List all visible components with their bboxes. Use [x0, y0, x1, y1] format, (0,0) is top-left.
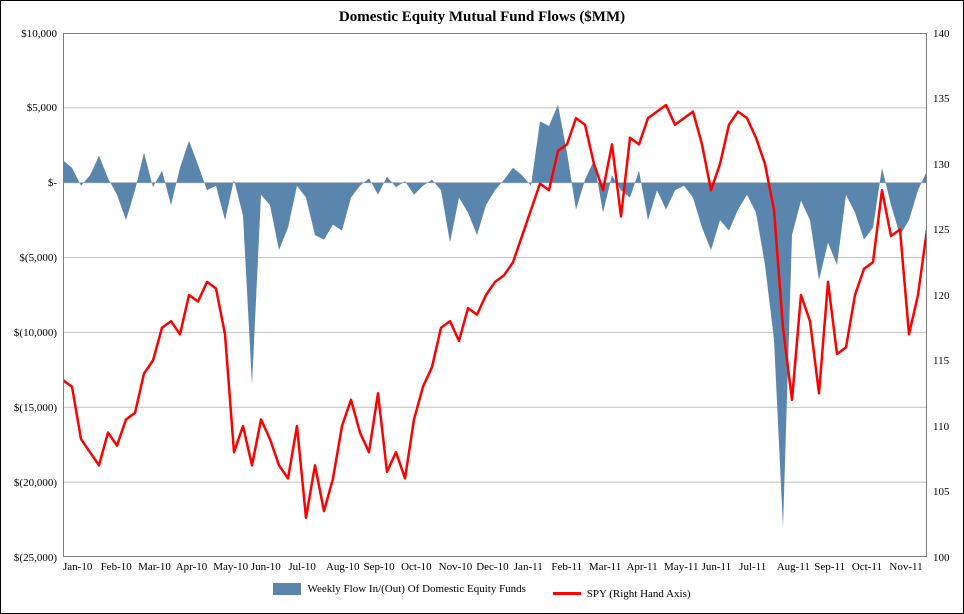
- x-tick-label: Sep-10: [364, 561, 395, 573]
- x-tick-label: Nov-11: [889, 561, 922, 573]
- y-left-tick-label: $(25,000): [0, 552, 57, 564]
- y-right-tick-label: 100: [933, 552, 950, 564]
- x-tick-label: Apr-11: [626, 561, 657, 573]
- x-tick-label: Feb-11: [551, 561, 582, 573]
- legend-item-spy: SPY (Right Hand Axis): [553, 588, 691, 600]
- legend-swatch-spy: [553, 592, 581, 595]
- x-tick-label: Aug-11: [777, 561, 810, 573]
- x-tick-label: Oct-11: [852, 561, 882, 573]
- legend-item-flows: Weekly Flow In/(Out) Of Domestic Equity …: [273, 583, 525, 595]
- x-tick-label: May-11: [664, 561, 698, 573]
- x-tick-label: Mar-10: [138, 561, 171, 573]
- x-tick-label: Aug-10: [326, 561, 360, 573]
- legend-label-flows: Weekly Flow In/(Out) Of Domestic Equity …: [307, 583, 525, 595]
- chart-container: Domestic Equity Mutual Fund Flows ($MM) …: [0, 0, 964, 614]
- chart-title: Domestic Equity Mutual Fund Flows ($MM): [1, 9, 963, 26]
- x-tick-label: Jul-10: [288, 561, 316, 573]
- y-right-tick-label: 120: [933, 290, 950, 302]
- x-tick-label: Jan-10: [63, 561, 92, 573]
- y-left-tick-label: $(20,000): [0, 477, 57, 489]
- y-right-tick-label: 130: [933, 159, 950, 171]
- y-right-tick-label: 125: [933, 224, 950, 236]
- y-right-tick-label: 105: [933, 486, 950, 498]
- x-tick-label: Mar-11: [589, 561, 621, 573]
- y-right-tick-label: 140: [933, 28, 950, 40]
- x-tick-label: Jul-11: [739, 561, 766, 573]
- x-tick-label: Jan-11: [514, 561, 543, 573]
- y-right-tick-label: 115: [933, 355, 949, 367]
- x-tick-label: Oct-10: [401, 561, 432, 573]
- x-tick-label: Jun-11: [702, 561, 732, 573]
- y-left-tick-label: $-: [0, 177, 57, 189]
- y-left-tick-label: $5,000: [0, 102, 57, 114]
- y-left-tick-label: $10,000: [0, 28, 57, 40]
- y-left-tick-label: $(15,000): [0, 402, 57, 414]
- x-tick-label: Jun-10: [251, 561, 281, 573]
- x-tick-label: Feb-10: [101, 561, 132, 573]
- plot-svg: [63, 33, 927, 557]
- x-tick-label: May-10: [213, 561, 248, 573]
- y-left-tick-label: $(5,000): [0, 252, 57, 264]
- y-left-tick-label: $(10,000): [0, 327, 57, 339]
- x-tick-label: Sep-11: [814, 561, 845, 573]
- y-right-tick-label: 135: [933, 93, 950, 105]
- y-right-tick-label: 110: [933, 421, 949, 433]
- legend-swatch-flows: [273, 583, 301, 595]
- x-tick-label: Apr-10: [176, 561, 208, 573]
- plot-area: [63, 33, 927, 557]
- legend: Weekly Flow In/(Out) Of Domestic Equity …: [1, 583, 963, 600]
- legend-label-spy: SPY (Right Hand Axis): [587, 588, 691, 600]
- x-tick-label: Nov-10: [439, 561, 473, 573]
- x-tick-label: Dec-10: [476, 561, 508, 573]
